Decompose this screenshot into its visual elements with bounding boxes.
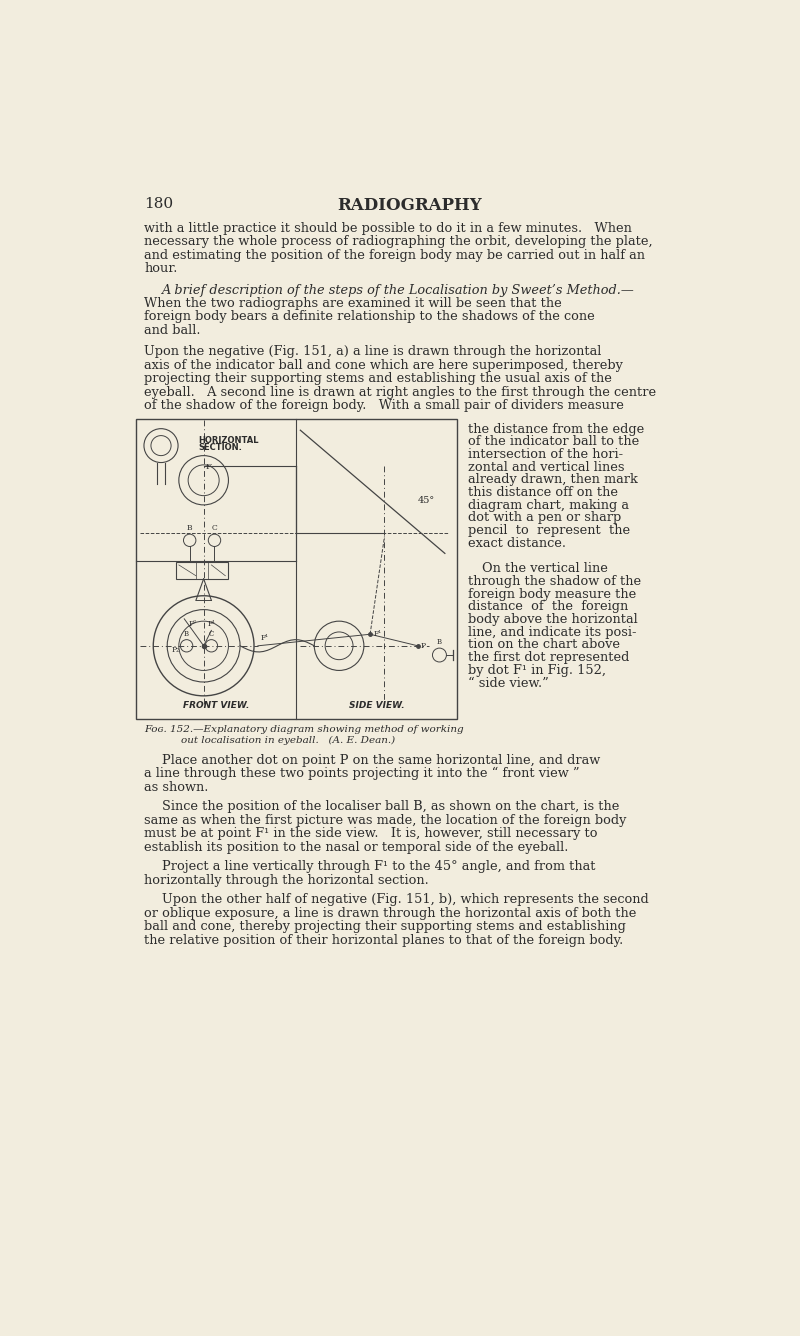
Text: the relative position of their horizontal planes to that of the foreign body.: the relative position of their horizonta… <box>144 934 623 947</box>
Text: “ side view.”: “ side view.” <box>468 676 549 689</box>
Text: B: B <box>187 524 193 532</box>
Text: SIDE VIEW.: SIDE VIEW. <box>349 700 404 709</box>
Text: RADIOGRAPHY: RADIOGRAPHY <box>338 198 482 214</box>
Text: with a little practice it should be possible to do it in a few minutes.   When: with a little practice it should be poss… <box>144 222 632 235</box>
Text: ball and cone, thereby projecting their supporting stems and establishing: ball and cone, thereby projecting their … <box>144 921 626 934</box>
Text: F²: F² <box>188 620 196 628</box>
Text: F¹: F¹ <box>260 635 269 643</box>
Text: P₂: P₂ <box>171 645 179 653</box>
Text: intersection of the hori-: intersection of the hori- <box>468 448 623 461</box>
Text: establish its position to the nasal or temporal side of the eyeball.: establish its position to the nasal or t… <box>144 840 569 854</box>
Text: On the vertical line: On the vertical line <box>482 562 608 576</box>
Text: by dot F¹ in Fig. 152,: by dot F¹ in Fig. 152, <box>468 664 606 677</box>
Text: as shown.: as shown. <box>144 780 209 794</box>
Text: and estimating the position of the foreign body may be carried out in half an: and estimating the position of the forei… <box>144 248 645 262</box>
Text: Upon the negative (Fig. 151, a) a line is drawn through the horizontal: Upon the negative (Fig. 151, a) a line i… <box>144 345 602 358</box>
Text: C: C <box>212 524 218 532</box>
Text: exact distance.: exact distance. <box>468 537 566 550</box>
Text: of the indicator ball to the: of the indicator ball to the <box>468 436 639 448</box>
Text: P¹: P¹ <box>207 620 216 628</box>
Bar <box>176 562 229 578</box>
Text: Project a line vertically through F¹ to the 45° angle, and from that: Project a line vertically through F¹ to … <box>162 860 595 874</box>
Text: diagram chart, making a: diagram chart, making a <box>468 498 629 512</box>
Text: eyeball.   A second line is drawn at right angles to the first through the centr: eyeball. A second line is drawn at right… <box>144 386 656 398</box>
Text: hour.: hour. <box>144 262 178 275</box>
Text: this distance off on the: this distance off on the <box>468 486 618 500</box>
Text: A brief description of the steps of the Localisation by Sweet’s Method.—: A brief description of the steps of the … <box>162 283 634 297</box>
Text: out localisation in eyeball.   (A. E. Dean.): out localisation in eyeball. (A. E. Dean… <box>182 736 395 745</box>
Text: C: C <box>209 631 214 639</box>
Text: F: F <box>206 464 212 472</box>
Text: Place another dot on point P on the same horizontal line, and draw: Place another dot on point P on the same… <box>162 754 600 767</box>
Text: foreign body measure the: foreign body measure the <box>468 588 636 601</box>
Text: F¹: F¹ <box>373 631 382 639</box>
Text: P: P <box>421 641 426 649</box>
Text: B: B <box>437 637 442 645</box>
Text: axis of the indicator ball and cone which are here superimposed, thereby: axis of the indicator ball and cone whic… <box>144 358 623 371</box>
Text: projecting their supporting stems and establishing the usual axis of the: projecting their supporting stems and es… <box>144 371 612 385</box>
Text: Since the position of the localiser ball B, as shown on the chart, is the: Since the position of the localiser ball… <box>162 800 619 814</box>
Text: necessary the whole process of radiographing the orbit, developing the plate,: necessary the whole process of radiograp… <box>144 235 653 248</box>
Bar <box>137 418 457 719</box>
Text: same as when the first picture was made, the location of the foreign body: same as when the first picture was made,… <box>144 814 626 827</box>
Text: foreign body bears a definite relationship to the shadows of the cone: foreign body bears a definite relationsh… <box>144 310 595 323</box>
Text: and ball.: and ball. <box>144 323 201 337</box>
Text: FRONT VIEW.: FRONT VIEW. <box>183 700 250 709</box>
Text: 45°: 45° <box>418 496 435 505</box>
Text: or oblique exposure, a line is drawn through the horizontal axis of both the: or oblique exposure, a line is drawn thr… <box>144 907 637 919</box>
Text: Upon the other half of negative (Fig. 151, b), which represents the second: Upon the other half of negative (Fig. 15… <box>162 894 649 906</box>
Text: pencil  to  represent  the: pencil to represent the <box>468 524 630 537</box>
Text: When the two radiographs are examined it will be seen that the: When the two radiographs are examined it… <box>144 297 562 310</box>
Text: Fᴏɢ. 152.—Explanatory diagram showing method of working: Fᴏɢ. 152.—Explanatory diagram showing me… <box>144 725 464 733</box>
Text: zontal and vertical lines: zontal and vertical lines <box>468 461 625 474</box>
Text: tion on the chart above: tion on the chart above <box>468 639 620 652</box>
Text: must be at point F¹ in the side view.   It is, however, still necessary to: must be at point F¹ in the side view. It… <box>144 827 598 840</box>
Text: of the shadow of the foreign body.   With a small pair of dividers measure: of the shadow of the foreign body. With … <box>144 399 624 411</box>
Text: body above the horizontal: body above the horizontal <box>468 613 638 627</box>
Text: dot with a pen or sharp: dot with a pen or sharp <box>468 512 622 525</box>
Text: HORIZONTAL: HORIZONTAL <box>198 436 259 445</box>
Text: line, and indicate its posi-: line, and indicate its posi- <box>468 625 637 639</box>
Text: the distance from the edge: the distance from the edge <box>468 422 644 436</box>
Text: B: B <box>184 631 189 639</box>
Text: SECTION.: SECTION. <box>198 444 242 453</box>
Text: already drawn, then mark: already drawn, then mark <box>468 473 638 486</box>
Text: the first dot represented: the first dot represented <box>468 651 630 664</box>
Text: 180: 180 <box>144 198 174 211</box>
Text: through the shadow of the: through the shadow of the <box>468 574 642 588</box>
Text: a line through these two points projecting it into the “ front view ”: a line through these two points projecti… <box>144 767 580 780</box>
Text: distance  of  the  foreign: distance of the foreign <box>468 600 628 613</box>
Text: horizontally through the horizontal section.: horizontally through the horizontal sect… <box>144 874 429 887</box>
